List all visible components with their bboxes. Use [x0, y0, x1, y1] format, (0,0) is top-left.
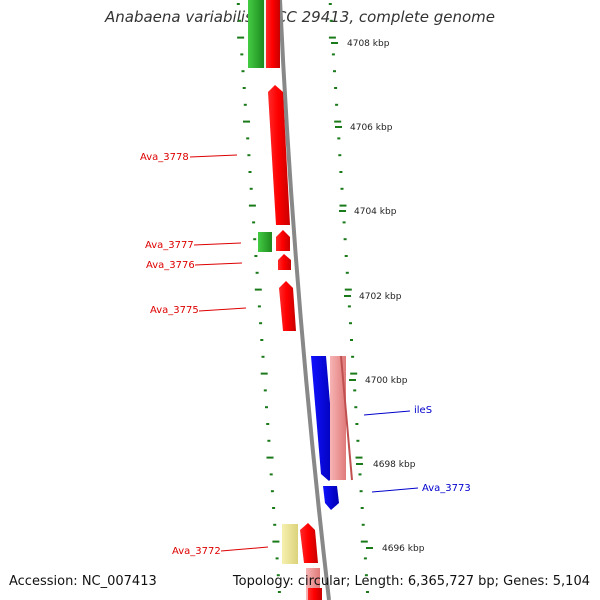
gene-label-ava-3772: Ava_3772 — [172, 546, 221, 557]
gene-feature — [264, 0, 266, 68]
label-leader — [371, 487, 419, 493]
accession-text: Accession: NC_007413 — [9, 574, 157, 589]
left-tick-track — [236, 3, 281, 593]
gene-arrow-ava-3775 — [279, 281, 296, 331]
scale-label: 4702 kbp — [359, 292, 402, 302]
genome-summary-text: Topology: circular; Length: 6,365,727 bp… — [232, 574, 590, 589]
scale-label: 4696 kbp — [382, 544, 425, 554]
label-leader — [189, 154, 238, 158]
gene-feature — [308, 588, 322, 600]
gene-features — [248, 0, 353, 600]
gene-label-ava-3773: Ava_3773 — [422, 483, 471, 494]
gene-arrow-ava-3778 — [268, 85, 290, 225]
scale-label: 4704 kbp — [354, 207, 397, 217]
label-leader — [194, 262, 243, 266]
gene-labels: Ava_3778 Ava_3777 Ava_3776 Ava_3775 ileS… — [140, 152, 471, 557]
gene-label-ava-3777: Ava_3777 — [145, 240, 194, 251]
gene-arrow-ava-3776 — [278, 254, 291, 270]
gene-feature-pink-edge — [340, 355, 353, 481]
gene-feature-yellow — [282, 524, 298, 564]
scale-label: 4700 kbp — [365, 376, 408, 386]
gene-arrow-ava-3773 — [323, 486, 339, 510]
right-tick-track — [328, 3, 369, 593]
gene-arrow-iles — [311, 356, 336, 481]
label-leader — [363, 410, 411, 416]
genome-backbone — [278, 0, 331, 600]
gene-label-iles: ileS — [414, 405, 432, 416]
gene-label-ava-3776: Ava_3776 — [146, 260, 195, 271]
gene-feature — [248, 0, 264, 68]
label-leader — [198, 307, 247, 312]
scale-labels: 4708 kbp 4706 kbp 4704 kbp 4702 kbp 4700… — [331, 39, 425, 554]
label-leader — [220, 546, 269, 552]
map-title: Anabaena variabilis ATCC 29413, complete… — [105, 8, 495, 26]
gene-feature — [266, 0, 280, 68]
scale-label: 4698 kbp — [373, 460, 416, 470]
gene-feature-green — [258, 232, 272, 252]
scale-label: 4708 kbp — [347, 39, 390, 49]
gene-label-ava-3778: Ava_3778 — [140, 152, 189, 163]
gene-arrow-ava-3772 — [300, 523, 318, 563]
scale-label: 4706 kbp — [350, 123, 393, 133]
label-leader — [193, 242, 242, 246]
gene-arrow-ava-3777 — [276, 230, 290, 251]
gene-feature-pink — [330, 356, 346, 480]
gene-label-ava-3775: Ava_3775 — [150, 305, 199, 316]
